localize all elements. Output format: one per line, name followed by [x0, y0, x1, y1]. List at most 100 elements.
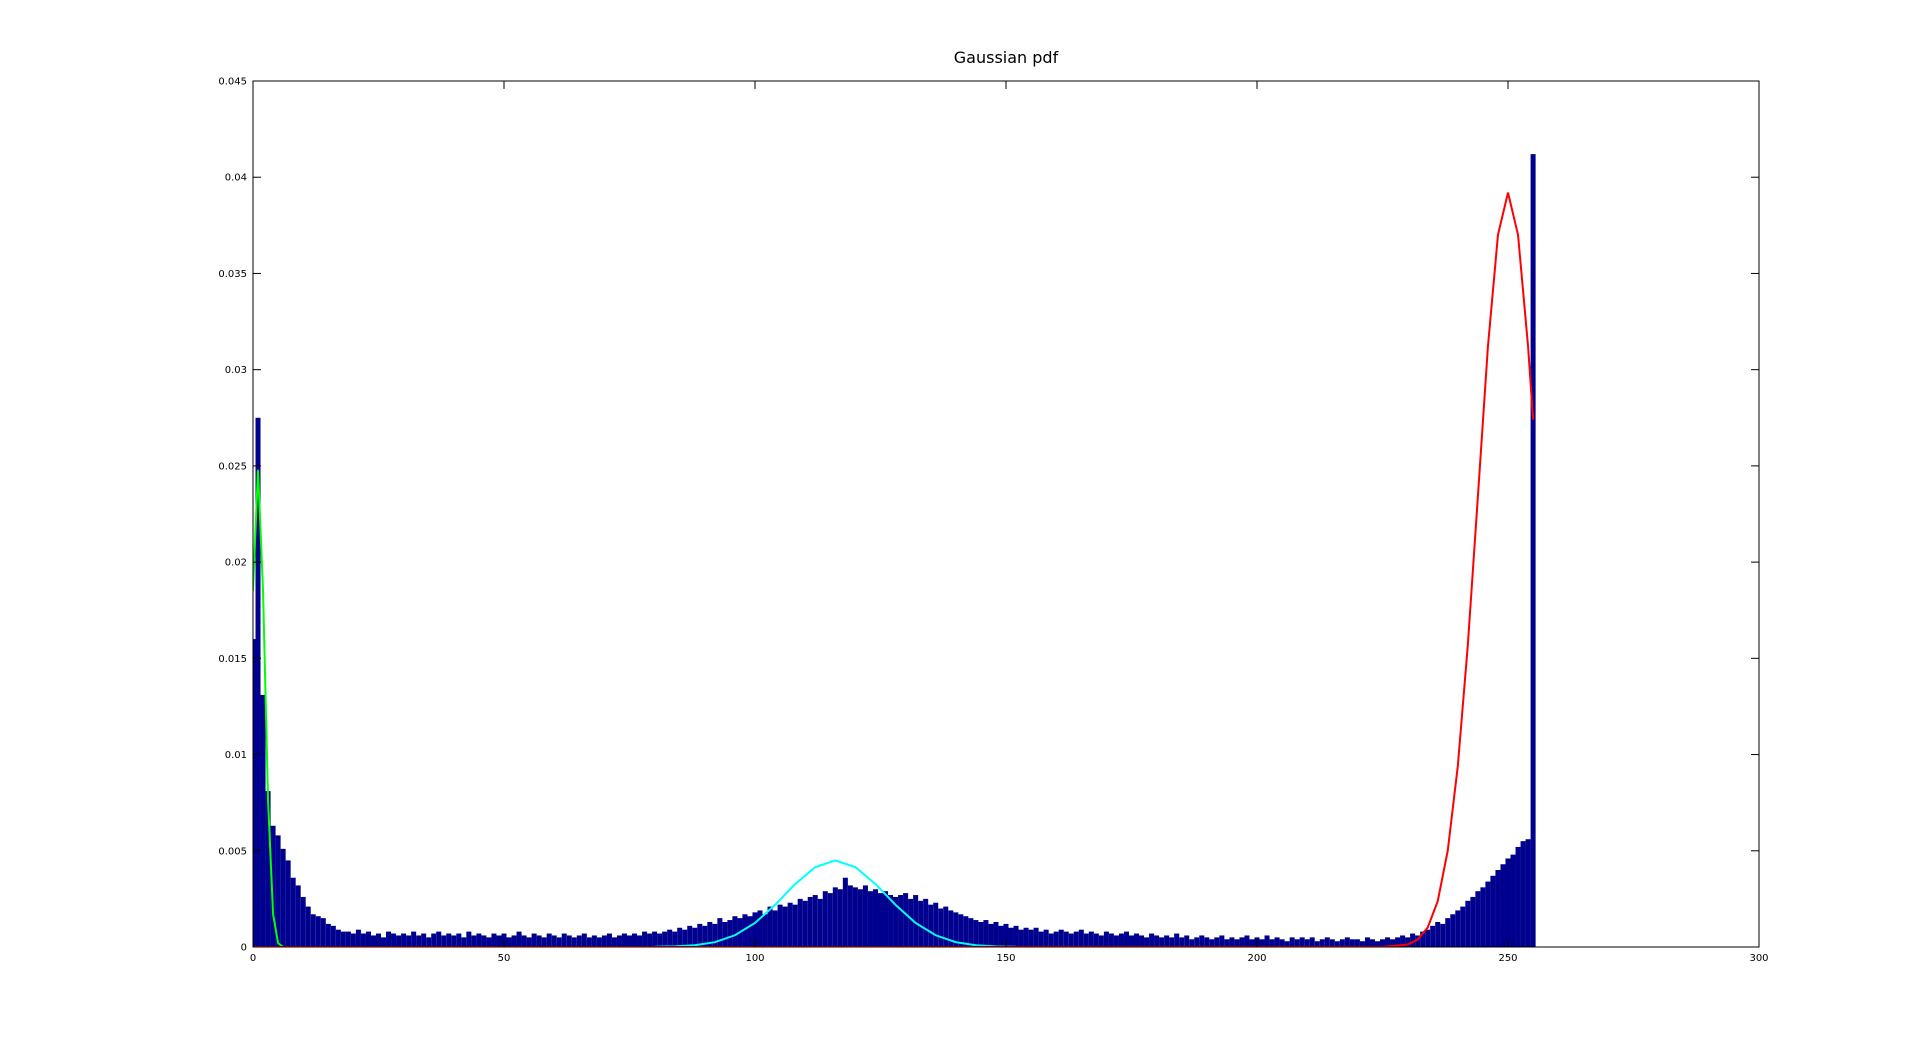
histogram-bar — [1530, 154, 1536, 947]
histogram-bar — [807, 896, 813, 947]
histogram-bar — [862, 885, 868, 947]
histogram-bar — [832, 887, 838, 947]
histogram-bar — [1460, 906, 1466, 947]
histogram-bar — [1028, 929, 1034, 947]
histogram-bar — [898, 895, 904, 947]
histogram-bar — [1209, 939, 1215, 947]
histogram-bar — [1229, 937, 1235, 947]
histogram-bar — [642, 931, 648, 947]
histogram-bar — [827, 893, 833, 947]
histogram-bar — [1405, 937, 1411, 947]
histogram-bar — [717, 918, 723, 947]
histogram-bar — [918, 900, 924, 947]
histogram-bar — [1515, 846, 1521, 947]
histogram-bar — [1349, 939, 1355, 947]
histogram-bar — [888, 895, 894, 947]
y-tick-label: 0.015 — [218, 654, 247, 665]
histogram-bar — [682, 929, 688, 947]
histogram-bar — [893, 896, 899, 947]
histogram-bar — [867, 891, 873, 947]
histogram-bar — [446, 933, 452, 947]
histogram-bar — [637, 935, 643, 947]
histogram-bar — [1204, 937, 1210, 947]
histogram-bar — [1334, 941, 1340, 947]
histogram-bar — [496, 935, 502, 947]
histogram-bar — [722, 921, 728, 947]
histogram-bar — [381, 937, 387, 947]
histogram-bar — [606, 933, 612, 947]
x-tick-label: 300 — [1749, 953, 1768, 964]
x-tick-label: 50 — [498, 953, 511, 964]
histogram-bar — [1249, 939, 1255, 947]
histogram-bar — [1013, 925, 1019, 947]
histogram-bar — [1395, 937, 1401, 947]
histogram-bar — [260, 694, 266, 947]
histogram-bar — [1490, 875, 1496, 947]
histogram-bar — [315, 916, 321, 947]
histogram-bar — [923, 898, 929, 947]
histogram-bar — [365, 931, 371, 947]
histogram-bar — [692, 927, 698, 947]
histogram-bar — [451, 935, 457, 947]
pdf-line — [253, 469, 304, 947]
histogram-bar — [526, 937, 532, 947]
histogram-bar — [1244, 935, 1250, 947]
histogram-bar — [516, 931, 522, 947]
histogram-bar — [1319, 939, 1325, 947]
pdf-line — [654, 859, 1017, 947]
y-tick-label: 0.04 — [225, 173, 247, 184]
histogram-bar — [1465, 900, 1471, 947]
histogram-bar — [672, 931, 678, 947]
histogram-bar — [797, 898, 803, 947]
histogram-bar — [1294, 939, 1300, 947]
histogram-bar — [1324, 937, 1330, 947]
histogram-bar — [566, 935, 572, 947]
histogram-bar — [1385, 937, 1391, 947]
histogram-bar — [290, 877, 296, 947]
y-tick-label: 0.025 — [218, 461, 247, 472]
histogram-bar — [1455, 910, 1461, 947]
histogram-bar — [531, 933, 537, 947]
histogram-bar — [270, 825, 276, 947]
histogram-bar — [1354, 939, 1360, 947]
histogram-bar — [591, 935, 597, 947]
plot-area — [253, 81, 1759, 947]
histogram-bar — [1164, 935, 1170, 947]
histogram-bar — [1425, 929, 1431, 947]
histogram-bar — [601, 935, 607, 947]
histogram-bar — [1113, 935, 1119, 947]
histogram-bar — [1154, 935, 1160, 947]
histogram-bar — [1374, 941, 1380, 947]
histogram-bar — [973, 920, 979, 947]
histogram-bar — [822, 891, 828, 947]
histogram-bar — [1520, 841, 1526, 947]
histogram-bar — [1500, 864, 1506, 947]
histogram-bar — [421, 933, 427, 947]
histogram-bar — [1299, 937, 1305, 947]
histogram-bar — [647, 933, 653, 947]
histogram-bar — [1149, 933, 1155, 947]
histogram-bar — [1083, 933, 1089, 947]
histogram-bar — [702, 925, 708, 947]
histogram-bar — [1224, 939, 1230, 947]
histogram-bar — [586, 937, 592, 947]
histogram-bar — [491, 933, 497, 947]
histogram-bar — [968, 918, 974, 947]
histogram-bar — [1219, 935, 1225, 947]
histogram-bar — [933, 902, 939, 947]
y-tick-label: 0.02 — [225, 558, 247, 569]
histogram-bar — [1510, 854, 1516, 947]
histogram-bar — [571, 937, 577, 947]
y-tick-label: 0.005 — [218, 846, 247, 857]
histogram-bar — [943, 906, 949, 947]
x-tick-label: 200 — [1247, 953, 1266, 964]
histogram-bar — [386, 931, 392, 947]
histogram-bar — [1179, 937, 1185, 947]
histogram-bar — [1174, 933, 1180, 947]
histogram-bar — [817, 898, 823, 947]
histogram-bar — [441, 935, 447, 947]
histogram-bar — [305, 906, 311, 947]
histogram-bar — [632, 933, 638, 947]
histogram-bar — [872, 889, 878, 947]
